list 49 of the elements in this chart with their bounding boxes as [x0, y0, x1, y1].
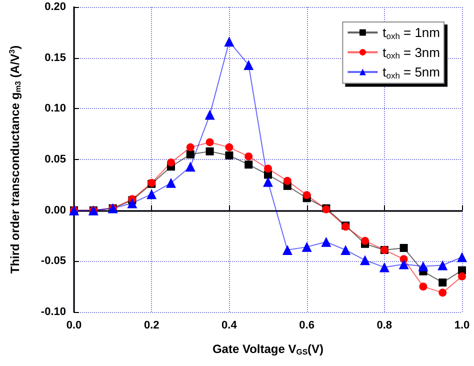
y-tick-label: -0.10	[40, 306, 66, 318]
point	[457, 252, 467, 262]
y-tick-label: 0.15	[44, 52, 66, 64]
point	[458, 272, 466, 280]
point	[204, 110, 215, 120]
point	[302, 242, 312, 252]
point	[263, 176, 273, 187]
point	[166, 178, 176, 188]
x-tick-label: 0.8	[376, 320, 392, 332]
point	[225, 151, 234, 160]
point	[379, 262, 390, 272]
point	[224, 36, 234, 47]
point	[283, 176, 292, 185]
point	[438, 288, 447, 297]
point	[206, 138, 214, 146]
point	[438, 278, 447, 287]
point	[185, 162, 196, 172]
x-tick-label: 0.2	[144, 320, 160, 332]
point	[264, 164, 272, 173]
point	[244, 160, 253, 169]
x-tick-label: 1.0	[454, 320, 470, 332]
y-tick-label: 0.20	[44, 1, 66, 13]
point	[360, 255, 370, 266]
point	[186, 143, 194, 152]
point	[321, 236, 332, 247]
point	[419, 282, 428, 291]
point	[302, 191, 311, 200]
y-tick-label: 0.10	[44, 102, 66, 115]
y-tick-label: 0.00	[44, 204, 66, 216]
point	[244, 60, 254, 70]
point	[438, 260, 448, 270]
point	[225, 143, 234, 152]
point	[418, 261, 428, 272]
point	[340, 244, 351, 255]
y-tick-label: 0.05	[44, 154, 66, 166]
point	[400, 244, 408, 252]
point	[244, 152, 253, 160]
point	[186, 150, 194, 158]
point	[398, 259, 409, 270]
x-tick-label: 0.4	[222, 320, 238, 332]
point	[127, 198, 138, 208]
point	[206, 147, 214, 156]
point	[167, 158, 175, 167]
point	[146, 189, 157, 200]
x-tick-label: 0.6	[299, 320, 314, 332]
point	[361, 236, 369, 245]
x-tick-label: 0.0	[66, 320, 82, 332]
point	[282, 244, 292, 255]
y-tick-label: -0.05	[40, 255, 66, 268]
